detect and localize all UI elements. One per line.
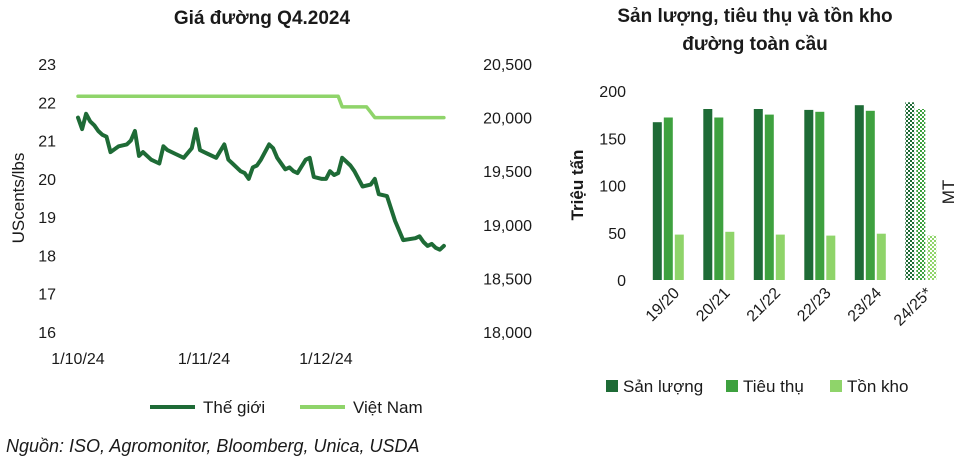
legend-swatch-stock [830, 380, 842, 392]
price-chart-title: Giá đường Q4.2024 [174, 8, 351, 29]
right-y-tick-label: 19,000 [483, 218, 532, 235]
bar-stock [775, 234, 785, 280]
bar-x-ticks: 19/20 20/21 21/22 22/23 23/24 24/25* [643, 285, 936, 330]
bar-consumption [865, 110, 875, 280]
legend-label-stock: Tồn kho [847, 377, 908, 396]
bar-x-tick-label: 19/20 [643, 285, 683, 325]
left-y-tick-label: 23 [38, 57, 56, 74]
left-y-ticks: 16 17 18 19 20 21 22 23 [38, 57, 56, 342]
bar-production [652, 122, 662, 280]
bar-stock [876, 233, 886, 280]
right-y-tick-label: 20,000 [483, 111, 532, 128]
bar-consumption [663, 117, 673, 280]
bar-y-tick-label: 0 [617, 273, 626, 290]
supply-chart: Sản lượng, tiêu thụ và tồn kho đường toà… [568, 6, 958, 396]
x-ticks: 1/10/24 1/11/24 1/12/24 [51, 351, 352, 368]
bar-production [905, 102, 915, 280]
price-legend: Thế giới Việt Nam [150, 398, 423, 417]
legend-swatch-production [606, 380, 618, 392]
bar-x-tick-label: 20/21 [693, 285, 733, 325]
left-y-tick-label: 16 [38, 325, 56, 342]
left-y-tick-label: 21 [38, 134, 56, 151]
bar-stock [927, 235, 937, 280]
bar-x-tick-label: 21/22 [744, 285, 784, 325]
bar-consumption [714, 117, 724, 280]
bar-x-tick-label: 22/23 [794, 285, 834, 325]
legend-label-production: Sản lượng [623, 377, 703, 396]
left-y-tick-label: 17 [38, 287, 56, 304]
bar-stock [826, 235, 836, 280]
bar-production [854, 105, 864, 280]
right-y-tick-label: 18,500 [483, 271, 532, 288]
price-lines [76, 94, 446, 252]
legend-label-consumption: Tiêu thụ [743, 377, 804, 396]
bar-consumption [764, 114, 774, 280]
x-tick-label: 1/12/24 [299, 351, 352, 368]
bar-y-tick-label: 50 [608, 226, 626, 243]
x-tick-label: 1/11/24 [178, 351, 230, 368]
bar-y-tick-label: 200 [599, 84, 626, 101]
bar-consumption [815, 111, 825, 280]
right-y-tick-label: 20,500 [483, 57, 532, 74]
right-y-tick-label: 19,500 [483, 164, 532, 181]
bar-y-ticks: 0 50 100 150 200 [599, 84, 626, 290]
source-note: Nguồn: ISO, Agromonitor, Bloomberg, Unic… [6, 436, 420, 456]
supply-chart-title-line2: đường toàn cầu [682, 34, 828, 55]
bar-x-tick-label: 24/25* [891, 285, 936, 330]
left-y-tick-label: 19 [38, 210, 56, 227]
bar-stock [674, 234, 684, 280]
right-y-tick-label: 18,000 [483, 325, 532, 342]
series-line-vietnam [76, 94, 446, 120]
supply-chart-title-line1: Sản lượng, tiêu thụ và tồn kho [617, 6, 892, 27]
supply-legend: Sản lượng Tiêu thụ Tồn kho [606, 377, 908, 396]
price-chart-ylabel: UScents/lbs [9, 153, 28, 244]
bars [652, 102, 937, 281]
bar-stock [725, 231, 735, 280]
x-tick-label: 1/10/24 [51, 351, 104, 368]
bar-x-tick-label: 23/24 [845, 285, 885, 325]
legend-label-vietnam: Việt Nam [353, 398, 423, 417]
bar-production [753, 109, 763, 280]
bar-production [703, 109, 713, 280]
legend-label-world: Thế giới [203, 398, 265, 417]
left-y-tick-label: 22 [38, 95, 56, 112]
bar-y-tick-label: 150 [599, 131, 626, 148]
bar-consumption [916, 109, 926, 280]
bar-production [804, 109, 814, 281]
left-y-tick-label: 20 [38, 172, 56, 189]
series-line-world [76, 111, 446, 252]
supply-chart-y2label: MT [939, 180, 958, 205]
supply-chart-ylabel: Triệu tấn [568, 150, 587, 221]
right-y-ticks: 18,000 18,500 19,000 19,500 20,000 20,500 [483, 57, 532, 342]
left-y-tick-label: 18 [38, 248, 56, 265]
bar-y-tick-label: 100 [599, 179, 626, 196]
price-chart: Giá đường Q4.2024 UScents/lbs 16 17 18 19 20… [9, 8, 532, 417]
legend-swatch-consumption [726, 380, 738, 392]
